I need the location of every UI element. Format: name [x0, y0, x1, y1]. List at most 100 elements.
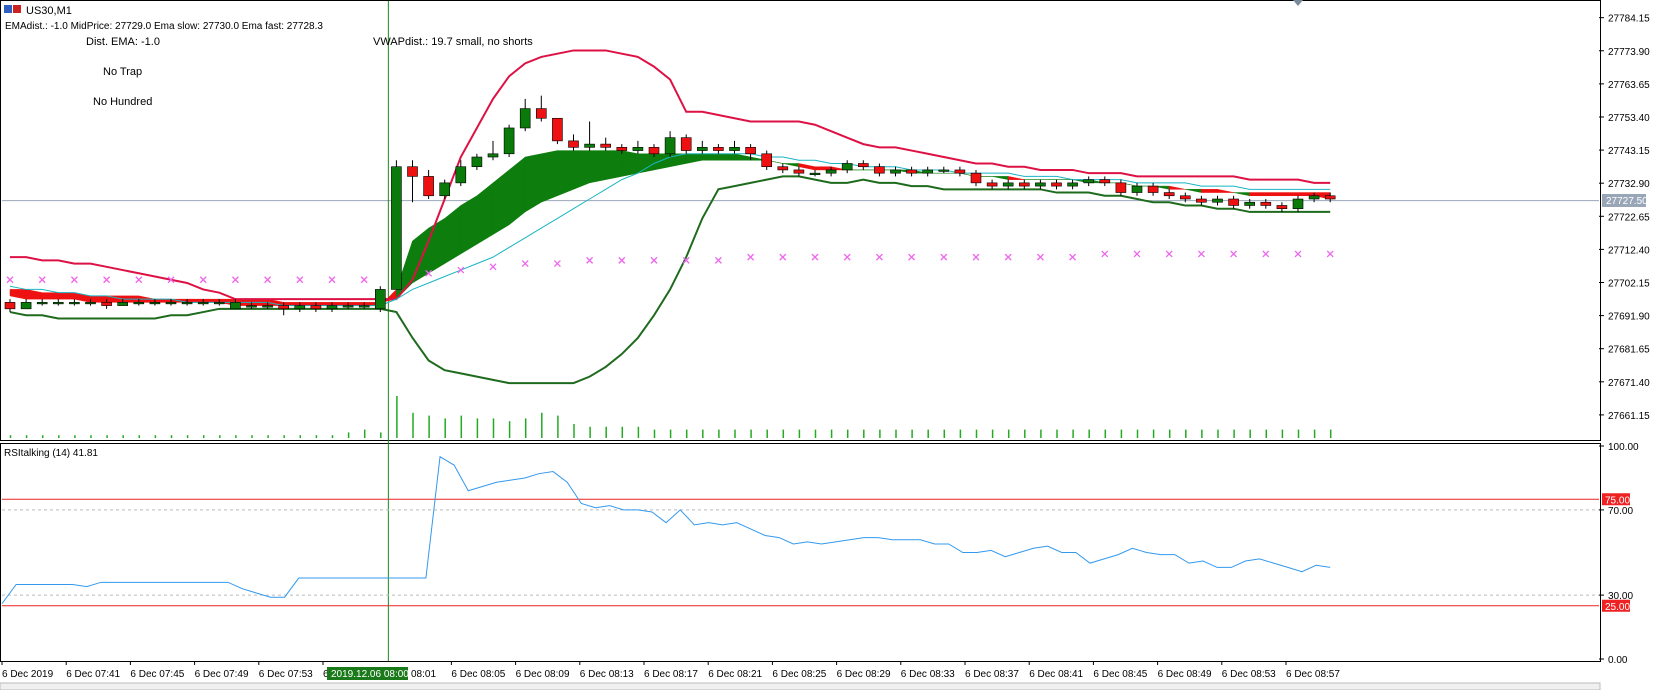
candle-bear[interactable] — [793, 169, 805, 174]
candle-bull[interactable] — [1083, 179, 1094, 184]
ema-cloud-bull — [541, 150, 558, 203]
candle-bull[interactable] — [1212, 198, 1223, 203]
candle-bull[interactable] — [149, 302, 161, 305]
candle-bear[interactable] — [1324, 195, 1336, 200]
time-tick-label: 6 Dec 07:53 — [259, 669, 313, 680]
candle-bull[interactable] — [262, 305, 273, 308]
candle-bull[interactable] — [358, 305, 370, 308]
candle-bull[interactable] — [294, 305, 306, 310]
cross-marker — [1197, 250, 1205, 258]
candle-bull[interactable] — [841, 163, 853, 171]
candle-bull[interactable] — [374, 289, 386, 310]
candle-bear[interactable] — [1018, 182, 1030, 187]
candle-bull[interactable] — [230, 302, 241, 310]
candle-bull[interactable] — [471, 156, 483, 168]
candle-bull[interactable] — [890, 169, 901, 174]
candle-bull[interactable] — [1308, 195, 1320, 200]
candle-bear[interactable] — [1276, 205, 1288, 209]
candle-bull[interactable] — [20, 302, 32, 310]
candle-bull[interactable] — [825, 169, 837, 174]
candle-bull[interactable] — [1035, 182, 1046, 187]
candle-bull[interactable] — [391, 166, 402, 290]
candle-bear[interactable] — [1051, 182, 1062, 187]
rsi-pane[interactable] — [0, 443, 1601, 662]
candle-bull[interactable] — [519, 108, 531, 129]
candle-bear[interactable] — [777, 166, 789, 171]
candle-bull[interactable] — [165, 302, 177, 305]
candle-bull[interactable] — [1002, 182, 1014, 187]
candle-bear[interactable] — [970, 172, 982, 184]
candle-bear[interactable] — [745, 147, 756, 155]
candle-bear[interactable] — [1115, 182, 1127, 193]
candle-bear[interactable] — [761, 153, 773, 168]
main-chart-pane[interactable] — [0, 0, 1601, 441]
candle-bear[interactable] — [101, 302, 112, 306]
candle-bear[interactable] — [278, 305, 290, 310]
price-tick-label: 27763.65 — [1608, 80, 1650, 91]
ema-cloud-bear — [1201, 189, 1218, 193]
candle-bear[interactable] — [600, 143, 612, 148]
candle-bear[interactable] — [1260, 201, 1272, 206]
candle-bull[interactable] — [455, 166, 467, 184]
candle-bull[interactable] — [503, 127, 515, 155]
candle-bear[interactable] — [1163, 192, 1175, 197]
candle-bear[interactable] — [568, 140, 579, 148]
candle-bull[interactable] — [214, 302, 225, 305]
candle-bull[interactable] — [1292, 198, 1304, 209]
candle-bear[interactable] — [423, 176, 434, 197]
candle-bear[interactable] — [1147, 185, 1159, 193]
candle-bear[interactable] — [1196, 198, 1207, 203]
candle-bear[interactable] — [906, 169, 917, 174]
candle-bull[interactable] — [1244, 201, 1255, 206]
candle-bear[interactable] — [616, 147, 628, 151]
cross-marker — [264, 276, 272, 284]
chart-shift-marker[interactable] — [1293, 0, 1303, 6]
candle-bull[interactable] — [197, 302, 209, 305]
cross-marker — [553, 260, 561, 268]
current-price-label: 27727.50 — [1606, 196, 1648, 207]
candle-bear[interactable] — [857, 163, 869, 168]
candle-bear[interactable] — [4, 302, 16, 310]
candle-bear[interactable] — [648, 147, 660, 155]
candle-bull[interactable] — [664, 137, 676, 155]
candle-bear[interactable] — [407, 166, 418, 177]
candle-bear[interactable] — [986, 182, 998, 187]
candle-bull[interactable] — [246, 305, 257, 308]
candle-bear[interactable] — [680, 137, 692, 151]
bottom-scroll-bar[interactable] — [0, 682, 1601, 690]
candle-bull[interactable] — [584, 143, 595, 148]
candle-bear[interactable] — [874, 166, 885, 174]
candle-bull[interactable] — [117, 302, 128, 306]
candle-bull[interactable] — [729, 147, 740, 151]
candle-bull[interactable] — [1131, 185, 1143, 193]
candle-bear[interactable] — [1228, 198, 1239, 206]
candle-bull[interactable] — [696, 147, 708, 151]
candle-bull[interactable] — [133, 302, 145, 305]
candle-bull[interactable] — [439, 182, 451, 197]
candle-bull[interactable] — [85, 302, 96, 305]
candle-bull[interactable] — [487, 153, 499, 158]
candle-bull[interactable] — [181, 302, 193, 305]
dist-ema-label: Dist. EMA: -1.0 — [86, 36, 160, 48]
candle-bull[interactable] — [809, 172, 821, 175]
candle-bull[interactable] — [52, 302, 64, 305]
candle-bear[interactable] — [1180, 195, 1191, 200]
candle-bull[interactable] — [922, 169, 934, 174]
candle-bull[interactable] — [326, 305, 338, 310]
candle-bear[interactable] — [552, 117, 563, 142]
candle-bear[interactable] — [535, 108, 547, 119]
cross-marker — [1294, 250, 1302, 258]
candle-bull[interactable] — [342, 305, 354, 308]
candle-bull[interactable] — [632, 147, 644, 151]
ema-cloud-bear — [814, 166, 832, 171]
candle-bear[interactable] — [713, 147, 724, 151]
candle-bull[interactable] — [69, 302, 80, 305]
candle-bear[interactable] — [954, 169, 966, 174]
cross-marker — [425, 269, 433, 277]
candle-bull[interactable] — [938, 169, 950, 172]
candle-bull[interactable] — [1067, 182, 1078, 187]
candle-bull[interactable] — [36, 302, 48, 305]
candle-bear[interactable] — [310, 305, 322, 310]
candle-bear[interactable] — [1099, 179, 1111, 184]
